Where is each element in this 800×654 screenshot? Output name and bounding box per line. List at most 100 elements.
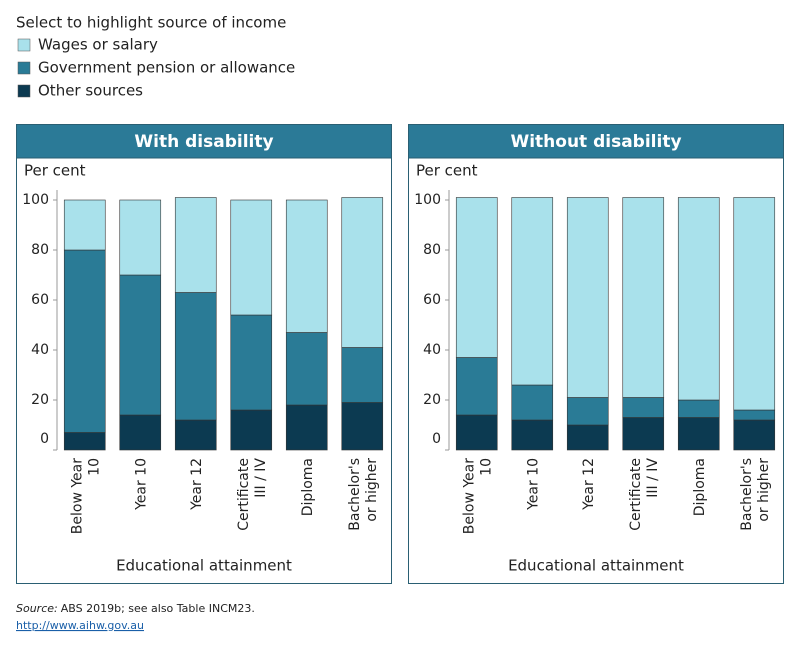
label-line: Bachelor's — [347, 458, 363, 531]
x-tick-label: Year 10 — [133, 458, 149, 511]
y-tick-label: 40 — [31, 342, 49, 358]
y-tick-label: 20 — [423, 392, 441, 408]
legend-swatch[interactable] — [17, 38, 31, 52]
bar-segment: Other sources — [511, 419, 554, 451]
bar-segment: Other sources — [733, 419, 776, 451]
bar-segment — [285, 199, 328, 333]
bar-segment — [63, 249, 106, 433]
bar-segment — [119, 274, 162, 416]
bar-segment: Other sources — [566, 424, 609, 451]
y-tick-label: 0 — [432, 431, 441, 447]
bar-segment — [285, 332, 328, 406]
x-tick-label: CertificateIII / IV — [236, 458, 269, 531]
label-line: Certificate — [236, 458, 252, 531]
bar-segment: Government pension or allowance — [566, 397, 609, 426]
y-tick-label: 60 — [423, 292, 441, 308]
label-line: Below Year — [461, 458, 477, 534]
legend-label[interactable]: Other sources — [38, 82, 143, 100]
bar-segment — [174, 292, 217, 421]
bar-segment: Wages or salary — [622, 197, 665, 398]
bar-segment: Government pension or allowance — [511, 384, 554, 421]
label-line: Year 10 — [525, 458, 541, 511]
source-link[interactable]: http://www.aihw.gov.au — [16, 619, 144, 632]
label-line: Certificate — [628, 458, 644, 531]
bar-segment — [119, 199, 162, 276]
label-line: Year 12 — [581, 458, 597, 511]
bar-segment — [285, 404, 328, 451]
bar-segment — [230, 199, 273, 316]
bar-segment: Wages or salary — [733, 197, 776, 411]
x-tick-label: Year 12 — [581, 458, 597, 511]
bar-segment: Wages or salary — [677, 197, 720, 401]
panel-border — [408, 124, 784, 584]
x-tick-label: Diploma — [300, 458, 316, 516]
y-tick-label: 60 — [31, 292, 49, 308]
y-axis-label: Per cent — [24, 162, 86, 180]
x-tick-label: Diploma — [692, 458, 708, 516]
label-line: Diploma — [300, 458, 316, 516]
source-label: Source: — [16, 602, 58, 615]
legend-label[interactable]: Wages or salary — [38, 36, 158, 54]
bar-segment — [341, 197, 384, 348]
panel-title: Without disability — [510, 132, 681, 152]
y-tick-label: 0 — [40, 431, 49, 447]
label-line: 10 — [478, 458, 494, 476]
bar-segment: Government pension or allowance — [622, 397, 665, 418]
bar-segment: Other sources — [622, 417, 665, 451]
bar-segment: Wages or salary — [511, 197, 554, 386]
bar-segment: Other sources — [455, 414, 498, 451]
x-tick-label: Below Year10 — [461, 458, 494, 534]
x-tick-label: Year 12 — [189, 458, 205, 511]
bar-segment: Government pension or allowance — [677, 399, 720, 418]
bar-segment — [230, 314, 273, 411]
panel-border — [16, 124, 392, 584]
legend-label[interactable]: Government pension or allowance — [38, 59, 295, 77]
label-line: Year 10 — [133, 458, 149, 511]
bar-segment — [341, 347, 384, 403]
source: Source: ABS 2019b; see also Table INCM23. — [16, 602, 255, 615]
bar-segment — [174, 197, 217, 293]
source-text: ABS 2019b; see also Table INCM23. — [61, 602, 255, 615]
bar-segment: Government pension or allowance — [455, 357, 498, 416]
label-line: III / IV — [253, 458, 269, 498]
bar-segment — [174, 419, 217, 451]
x-tick-label: Below Year10 — [69, 458, 102, 534]
y-tick-label: 80 — [423, 242, 441, 258]
legend-swatch[interactable] — [17, 84, 31, 98]
bar-segment — [230, 409, 273, 451]
x-tick-label: CertificateIII / IV — [628, 458, 661, 531]
y-tick-label: 100 — [22, 192, 49, 208]
bar-segment — [341, 402, 384, 451]
y-tick-label: 80 — [31, 242, 49, 258]
x-axis-label: Educational attainment — [508, 557, 684, 575]
legend-title: Select to highlight source of income — [16, 14, 286, 32]
bar-segment — [63, 432, 106, 451]
bar-segment — [119, 414, 162, 451]
y-tick-label: 100 — [414, 192, 441, 208]
bar-segment: Other sources — [677, 417, 720, 451]
panel-header — [17, 125, 391, 158]
y-tick-label: 40 — [423, 342, 441, 358]
legend-swatch[interactable] — [17, 61, 31, 75]
label-line: Below Year — [69, 458, 85, 534]
label-line: III / IV — [645, 458, 661, 498]
label-line: 10 — [86, 458, 102, 476]
x-tick-label: Bachelor'sor higher — [347, 458, 380, 531]
panel-title: With disability — [134, 132, 273, 152]
label-line: Year 12 — [189, 458, 205, 511]
bar-segment — [63, 199, 106, 251]
bar-segment: Wages or salary — [455, 197, 498, 358]
label-line: Diploma — [692, 458, 708, 516]
label-line: or higher — [756, 458, 772, 522]
bar-segment: Government pension or allowance — [733, 409, 776, 421]
x-tick-label: Year 10 — [525, 458, 541, 511]
panel-header — [409, 125, 783, 158]
label-line: or higher — [364, 458, 380, 522]
x-tick-label: Bachelor'sor higher — [739, 458, 772, 531]
bar-segment: Wages or salary — [566, 197, 609, 398]
y-axis-label: Per cent — [416, 162, 478, 180]
label-line: Bachelor's — [739, 458, 755, 531]
x-axis-label: Educational attainment — [116, 557, 292, 575]
y-tick-label: 20 — [31, 392, 49, 408]
